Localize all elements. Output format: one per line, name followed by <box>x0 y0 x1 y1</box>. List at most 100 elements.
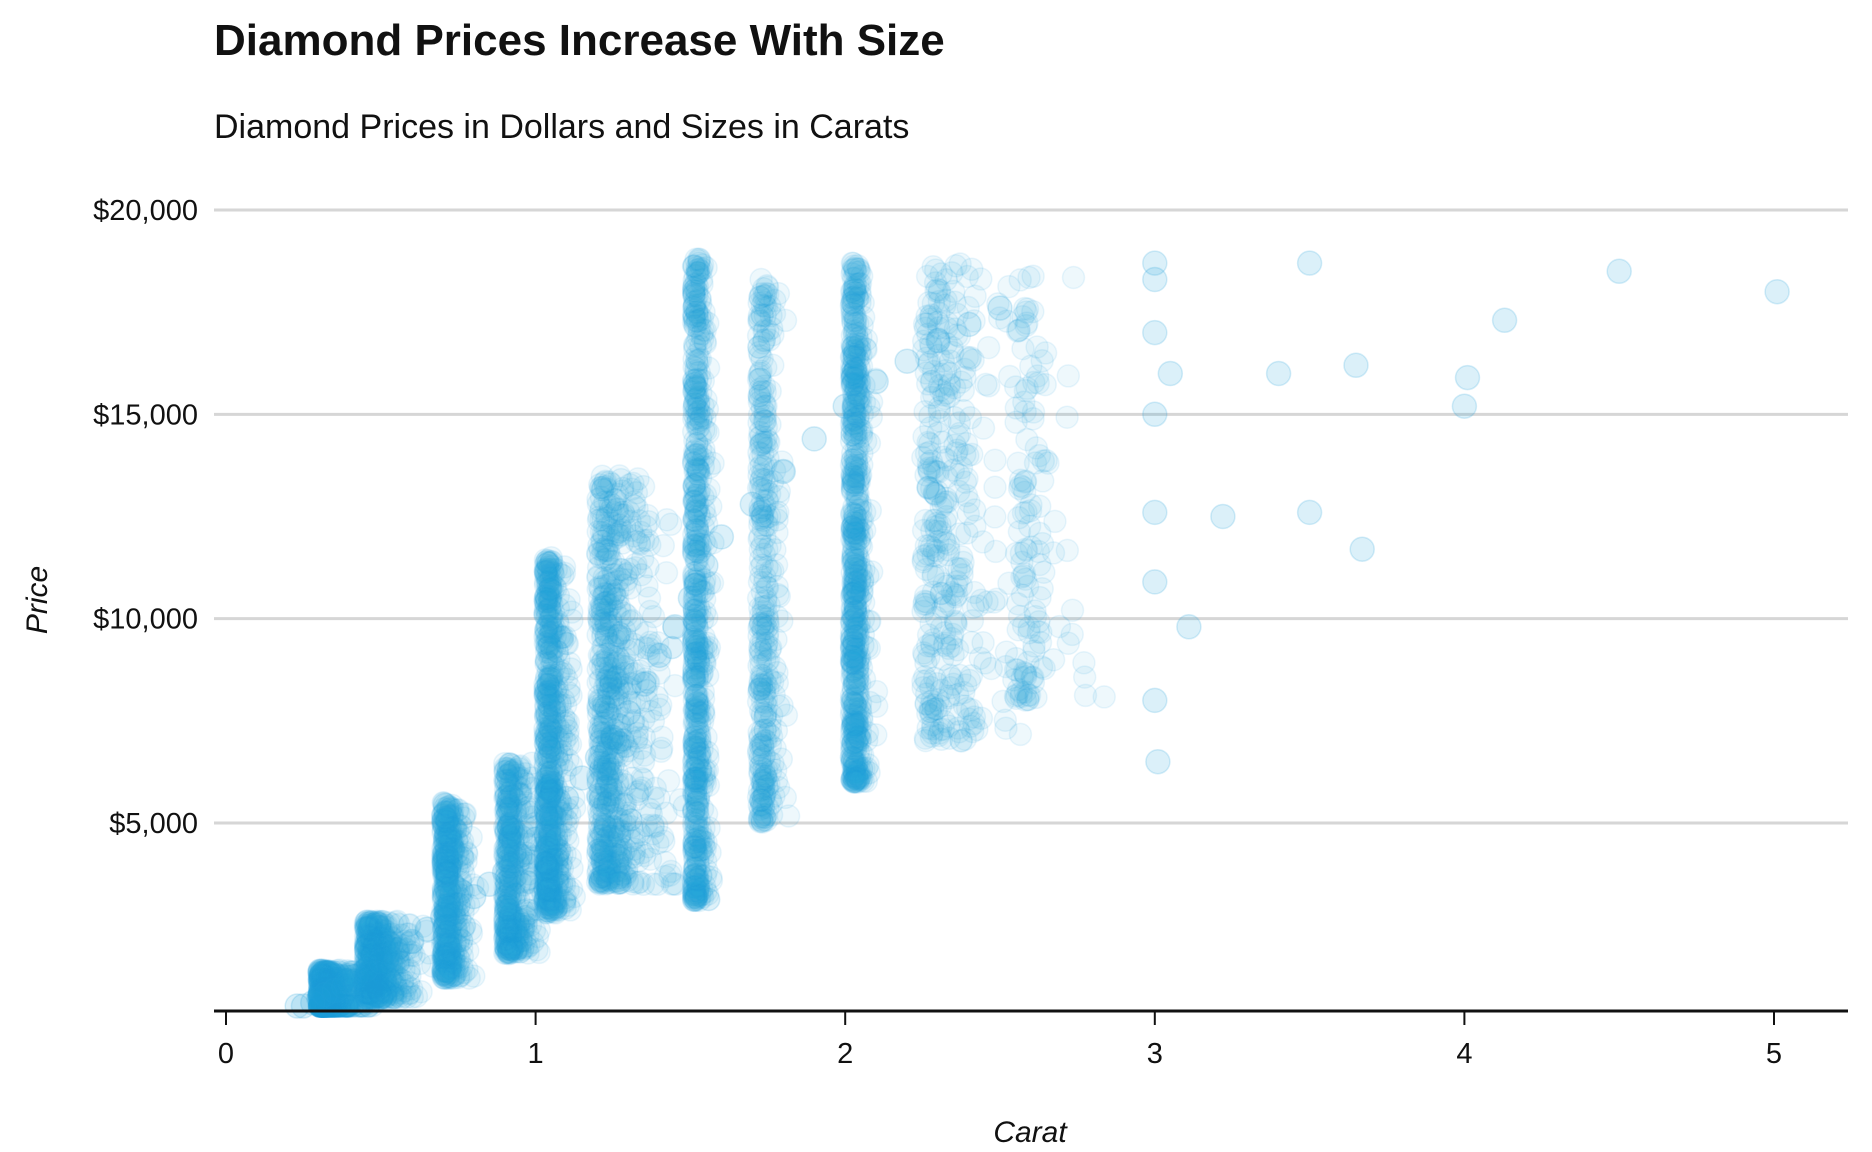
scatter-point <box>343 973 367 998</box>
scatter-point <box>307 960 331 985</box>
scatter-point <box>337 983 361 1008</box>
scatter-point <box>314 959 338 984</box>
scatter-point <box>595 547 619 571</box>
scatter-point <box>311 959 336 983</box>
scatter-point <box>697 816 721 840</box>
scatter-point <box>308 978 332 1003</box>
scatter-point <box>314 990 339 1015</box>
scatter-point <box>437 929 462 954</box>
scatter-point <box>433 800 458 825</box>
scatter-point <box>310 963 334 988</box>
scatter-point <box>319 966 343 991</box>
scatter-point <box>309 977 333 1001</box>
scatter-point <box>316 986 341 1011</box>
scatter-point <box>312 985 336 1009</box>
scatter-point <box>632 743 657 767</box>
scatter-point <box>316 992 341 1016</box>
scatter-point <box>309 963 334 987</box>
scatter-point <box>496 815 521 840</box>
scatter-point <box>325 976 349 1000</box>
scatter-point <box>535 630 559 654</box>
scatter-point <box>329 975 353 1000</box>
scatter-point <box>307 979 332 1004</box>
scatter-point <box>363 921 388 945</box>
scatter-point <box>748 367 773 391</box>
scatter-point <box>659 859 683 884</box>
scatter-point <box>316 975 340 1000</box>
scatter-point <box>681 668 706 693</box>
scatter-point <box>312 964 336 988</box>
scatter-point <box>755 555 779 580</box>
scatter-point <box>318 964 343 989</box>
scatter-point <box>313 961 337 986</box>
scatter-point <box>439 837 463 861</box>
scatter-point <box>692 498 716 522</box>
scatter-point <box>311 963 336 987</box>
scatter-point <box>314 977 338 1001</box>
scatter-point <box>753 690 777 715</box>
scatter-point <box>655 507 679 532</box>
scatter-point <box>747 440 771 465</box>
scatter-point <box>325 984 349 1009</box>
scatter-point <box>541 721 565 746</box>
scatter-point <box>340 963 365 988</box>
scatter-point <box>648 693 673 717</box>
scatter-point <box>321 966 346 991</box>
scatter-point <box>314 966 338 990</box>
scatter-point <box>459 921 484 946</box>
scatter-point <box>319 972 344 997</box>
scatter-point <box>688 731 712 756</box>
scatter-point <box>317 970 341 995</box>
scatter-point <box>313 976 338 1000</box>
scatter-point <box>311 971 336 996</box>
scatter-point <box>689 268 714 292</box>
scatter-point <box>309 960 334 984</box>
scatter-point <box>309 986 333 1011</box>
scatter-point <box>442 955 466 979</box>
scatter-points <box>284 247 1790 1019</box>
scatter-point <box>683 769 707 793</box>
scatter-point <box>309 978 333 1002</box>
scatter-point <box>314 970 338 994</box>
scatter-point <box>307 984 331 1009</box>
scatter-point <box>317 969 341 993</box>
scatter-point <box>315 973 339 997</box>
scatter-point <box>317 977 341 1002</box>
scatter-point <box>332 983 356 1007</box>
scatter-point <box>753 409 778 434</box>
scatter-point <box>320 970 345 994</box>
scatter-point <box>323 990 347 1014</box>
scatter-point <box>309 983 333 1008</box>
scatter-point <box>360 970 384 994</box>
scatter-point <box>310 978 335 1003</box>
scatter-point <box>336 960 361 985</box>
scatter-point <box>589 497 614 521</box>
scatter-point <box>325 964 349 989</box>
scatter-point <box>311 984 336 1008</box>
scatter-point <box>307 985 332 1009</box>
scatter-point <box>307 983 332 1007</box>
scatter-point <box>643 776 668 801</box>
scatter-point <box>317 981 341 1005</box>
scatter-point <box>342 976 367 1001</box>
scatter-point <box>586 606 611 631</box>
scatter-point <box>311 991 336 1016</box>
scatter-point <box>319 967 344 992</box>
scatter-point <box>315 983 339 1008</box>
scatter-point <box>747 307 771 332</box>
scatter-point <box>751 769 776 793</box>
gridlines <box>214 208 1848 825</box>
scatter-point <box>319 984 344 1009</box>
scatter-point <box>749 282 774 306</box>
scatter-point <box>654 561 679 585</box>
scatter-point <box>749 788 773 813</box>
scatter-point <box>319 978 344 1002</box>
scatter-point <box>313 967 338 991</box>
scatter-point <box>314 962 338 987</box>
scatter-point <box>317 992 342 1016</box>
scatter-point <box>320 967 344 991</box>
scatter-point <box>612 793 637 817</box>
scatter-point <box>325 991 349 1015</box>
scatter-point <box>312 976 337 1001</box>
scatter-point <box>309 977 333 1002</box>
